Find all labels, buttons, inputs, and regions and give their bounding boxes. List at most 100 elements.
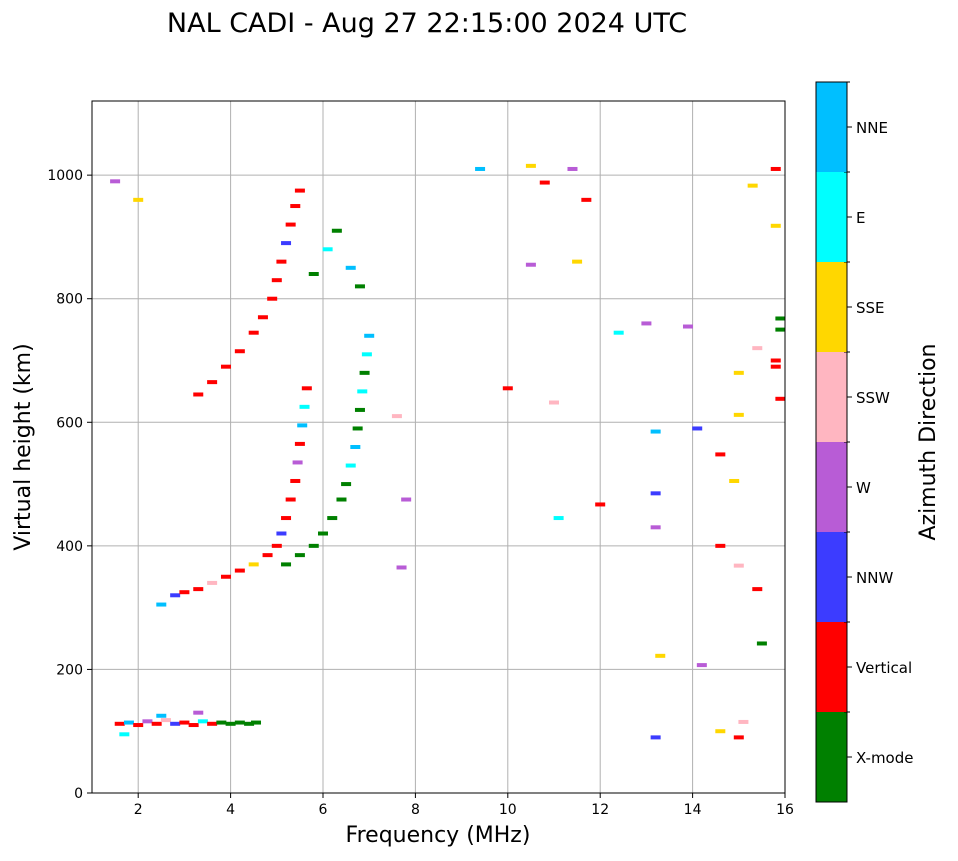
echo-point (650, 735, 661, 740)
echo-point (549, 400, 559, 405)
echo-point (114, 721, 125, 726)
echo-point (299, 404, 310, 409)
echo-point (276, 531, 287, 536)
echo-point (682, 324, 693, 329)
echo-point (756, 641, 767, 646)
echo-point (539, 180, 550, 185)
echo-point (359, 370, 370, 375)
colorbar-tick-label: E (856, 209, 865, 227)
echo-point (655, 653, 666, 658)
echo-point (715, 543, 726, 548)
echo-point (733, 412, 744, 417)
echo-point (285, 222, 296, 227)
colorbar-tick-label: W (856, 479, 871, 497)
echo-point (396, 565, 407, 570)
echo-point (775, 316, 786, 321)
colorbar-segment (816, 532, 847, 622)
echo-point (216, 720, 227, 725)
echo-point (322, 247, 333, 252)
echo-point (142, 719, 153, 724)
echo-point (650, 429, 661, 434)
echo-point (770, 223, 781, 228)
echo-point (308, 543, 319, 548)
colorbar-tick-label: SSW (856, 389, 890, 407)
echo-point (281, 562, 292, 567)
echo-point (262, 553, 273, 558)
echo-point (738, 719, 749, 724)
colorbar-label: Azimuth Direction (916, 343, 941, 540)
echo-point (271, 543, 282, 548)
echo-point (331, 228, 342, 233)
x-axis-label: Frequency (MHz) (346, 823, 531, 848)
echo-point (336, 497, 347, 502)
echo-point (257, 315, 268, 320)
chart-title: NAL CADI - Aug 27 22:15:00 2024 UTC (167, 8, 687, 39)
colorbar-tick-label: Vertical (856, 659, 912, 677)
echo-point (502, 386, 513, 391)
y-axis-label: Virtual height (km) (11, 343, 36, 550)
echo-point (752, 587, 763, 592)
echo-point (156, 713, 167, 718)
y-tick-label: 200 (56, 662, 83, 678)
echo-point (352, 426, 363, 431)
echo-point (170, 721, 181, 726)
colorbar-frame (815, 81, 848, 803)
x-tick-label: 10 (499, 802, 517, 818)
echo-point (572, 259, 583, 264)
echo-point (290, 204, 301, 209)
echo-point (567, 166, 578, 171)
echo-point (341, 482, 352, 487)
colorbar-tick-label: NNW (856, 569, 893, 587)
plot-frame (91, 100, 786, 794)
echo-point (354, 284, 365, 289)
echo-point (248, 330, 259, 335)
echo-point (207, 380, 218, 385)
echo-point (234, 349, 245, 354)
x-tick-label: 14 (684, 802, 702, 818)
echo-point (613, 330, 624, 335)
echo-point (357, 389, 368, 394)
echo-point (775, 396, 786, 401)
colorbar-tick-label: NNE (856, 119, 888, 137)
echo-point (354, 407, 365, 412)
grid-lines (92, 101, 786, 794)
echo-point (225, 721, 236, 726)
echo-point (156, 602, 167, 607)
colorbar-segment (816, 352, 847, 442)
echo-point (133, 197, 144, 202)
echo-point (715, 729, 726, 734)
echo-point (197, 719, 208, 724)
echo-point (285, 497, 296, 502)
echo-point (361, 352, 372, 357)
echo-point (729, 478, 740, 483)
echo-point (345, 265, 356, 270)
echo-point (292, 460, 303, 465)
colorbar-segment (816, 712, 847, 802)
y-tick-label: 800 (56, 292, 83, 308)
x-tick-label: 12 (591, 802, 609, 818)
echo-point (475, 166, 486, 171)
echo-point (160, 718, 171, 723)
echo-point (294, 441, 305, 446)
echo-point (692, 426, 703, 431)
echo-point (220, 574, 231, 579)
echo-point (179, 720, 190, 725)
y-tick-label: 0 (74, 786, 83, 802)
echo-point (641, 321, 652, 326)
colorbar-segment (816, 82, 847, 172)
echo-point (770, 358, 781, 363)
echo-point (151, 721, 162, 726)
echo-point (290, 478, 301, 483)
colorbar-segment (816, 262, 847, 352)
echo-point (220, 364, 231, 369)
echo-point (553, 516, 564, 521)
echo-point (281, 516, 292, 521)
echo-point (110, 179, 121, 184)
echo-point (327, 516, 338, 521)
echo-point (301, 386, 312, 391)
echo-point (595, 502, 606, 507)
echo-point (123, 720, 134, 725)
echo-point (244, 721, 255, 726)
colorbar-segment (816, 622, 847, 712)
